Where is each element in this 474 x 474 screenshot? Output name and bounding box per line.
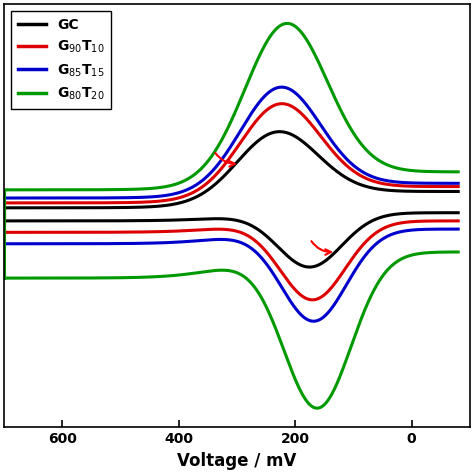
X-axis label: Voltage / mV: Voltage / mV [177,452,297,470]
Legend: GC, G$_{90}$T$_{10}$, G$_{85}$T$_{15}$, G$_{80}$T$_{20}$: GC, G$_{90}$T$_{10}$, G$_{85}$T$_{15}$, … [11,11,111,109]
